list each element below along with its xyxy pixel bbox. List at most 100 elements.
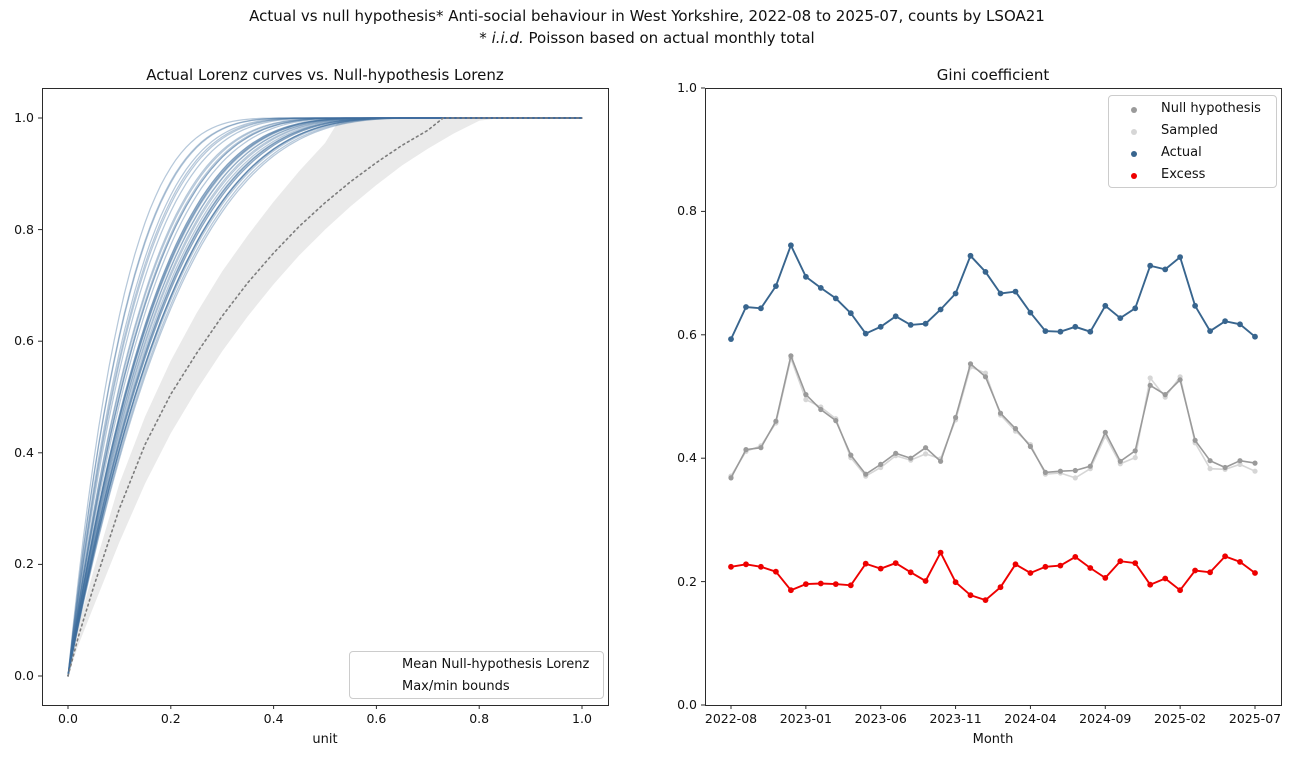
marker-excess-2023-09 (922, 578, 929, 584)
marker-null-hypothesis-2023-12 (967, 361, 974, 367)
left-x-axis-label: unit (312, 732, 338, 747)
marker-excess-2023-07 (892, 560, 899, 566)
actual-lorenz-curve-2025-01 (67, 117, 582, 677)
actual-lorenz-curve-2025-02 (67, 117, 582, 677)
marker-actual-2024-08 (1087, 328, 1094, 335)
actual-lorenz-curve-2024-12 (67, 117, 582, 677)
marker-actual-2023-11 (952, 290, 959, 297)
right-plot-x-tick-label: 2022-08 (704, 711, 758, 726)
actual-lorenz-curve-2023-08 (67, 117, 582, 677)
actual-lorenz-curve-2024-06 (67, 117, 582, 677)
actual-lorenz-curve-2023-07 (67, 117, 582, 677)
marker-excess-2023-08 (907, 569, 914, 576)
right-x-axis-label: Month (972, 732, 1014, 747)
marker-actual-2024-03 (1012, 288, 1019, 295)
marker-excess-2023-12 (967, 592, 974, 599)
marker-actual-2024-06 (1057, 328, 1064, 335)
left-plot-y-tick-label: 0.8 (14, 221, 34, 237)
marker-actual-2023-08 (907, 322, 914, 328)
marker-excess-2023-06 (877, 565, 884, 572)
right-plot-x-tick-label: 2024-04 (1004, 711, 1057, 726)
marker-excess-2022-11 (773, 568, 779, 575)
right-plot-x-tick-label: 2023-11 (929, 711, 982, 726)
marker-excess-2024-09 (1102, 575, 1109, 581)
left-plot-y-tick-label: 0.0 (14, 668, 34, 683)
marker-excess-2023-02 (817, 580, 824, 587)
marker-null-hypothesis-2025-03 (1192, 437, 1198, 443)
legend-label: Mean Null-hypothesis Lorenz (402, 656, 590, 672)
legend-label: Sampled (1161, 123, 1218, 138)
marker-null-hypothesis-2024-03 (1012, 426, 1019, 432)
marker-sampled-2024-01 (982, 370, 989, 376)
actual-lorenz-curve-2023-03 (67, 117, 582, 677)
left-plot-x-tick-label: 0.2 (160, 711, 181, 726)
marker-null-hypothesis-2024-10 (1117, 458, 1123, 464)
actual-lorenz-curve-2025-03 (67, 117, 582, 677)
actual-lorenz-curve-2022-10 (67, 117, 582, 677)
marker-actual-2025-06 (1237, 321, 1243, 328)
actual-lorenz-curve-2025-04 (67, 117, 582, 677)
marker-actual-2025-02 (1177, 254, 1183, 260)
right-plot-y-tick-label: 0.4 (677, 450, 697, 466)
mean-null-lorenz-line (67, 117, 583, 677)
left-plot-title: Actual Lorenz curves vs. Null-hypothesis… (146, 66, 504, 84)
left-plot-y-tick-label: 1.0 (14, 110, 34, 125)
actual-lorenz-curve-2024-05 (67, 117, 582, 677)
marker-excess-2022-09 (743, 561, 749, 568)
right-plot-y-tick-label: 1.0 (677, 80, 697, 95)
actual-lorenz-curve-2023-10 (67, 117, 582, 677)
marker-actual-2024-10 (1117, 315, 1124, 321)
marker-null-hypothesis-2023-05 (863, 471, 869, 477)
marker-actual-2025-03 (1192, 302, 1198, 309)
marker-excess-2024-07 (1072, 554, 1079, 560)
actual-lorenz-curve-2025-06 (67, 117, 582, 677)
marker-null-hypothesis-2023-03 (833, 418, 839, 424)
right-plot-y-tick-label: 0.0 (677, 697, 697, 712)
lorenz-legend: Mean Null-hypothesis Lorenz Max/min boun… (349, 651, 604, 699)
marker-actual-2023-10 (937, 306, 944, 313)
marker-actual-2023-02 (817, 285, 824, 291)
marker-actual-2024-11 (1132, 305, 1139, 312)
actual-lorenz-curve-2024-10 (67, 117, 582, 677)
marker-null-hypothesis-2024-05 (1042, 469, 1048, 475)
gini-legend: Null hypothesis Sampled Actual Excess (1108, 95, 1277, 188)
marker-actual-2023-05 (862, 330, 869, 337)
marker-excess-2025-04 (1207, 569, 1213, 576)
actual-lorenz-curve-2023-01 (67, 117, 582, 677)
actual-lorenz-curve-2023-05 (67, 117, 582, 677)
actual-lorenz-curve-2023-12 (67, 117, 582, 677)
actual-lorenz-curve-2023-09 (67, 117, 582, 677)
legend-label: Null hypothesis (1161, 101, 1261, 116)
marker-actual-2023-04 (847, 310, 854, 317)
marker-excess-2025-03 (1192, 567, 1198, 574)
left-plot-x-tick-label: 1.0 (572, 711, 592, 726)
marker-actual-2024-05 (1042, 328, 1049, 334)
actual-lorenz-curve-2023-04 (67, 117, 582, 677)
left-plot-axes-frame (42, 88, 609, 706)
marker-excess-2025-07 (1252, 570, 1258, 576)
marker-excess-2023-05 (862, 560, 869, 567)
actual-lorenz-curve-2025-05 (67, 117, 582, 677)
marker-actual-2022-09 (743, 304, 749, 310)
actual-lorenz-curve-2024-01 (67, 117, 582, 677)
actual-lorenz-curve-2024-03 (67, 117, 582, 677)
marker-actual-2022-08 (728, 336, 734, 342)
marker-excess-2025-06 (1237, 559, 1243, 565)
legend-label: Excess (1161, 167, 1206, 182)
figure-subtitle: * i.i.d. Poisson based on actual monthly… (0, 29, 1294, 47)
actual-lorenz-curve-2022-09 (67, 117, 582, 677)
right-plot-x-tick-label: 2025-02 (1154, 711, 1207, 726)
marker-excess-2024-10 (1117, 558, 1124, 565)
actual-lorenz-curve-2024-08 (67, 117, 582, 677)
marker-sampled-2025-07 (1252, 468, 1258, 474)
marker-null-hypothesis-2024-04 (1027, 443, 1033, 450)
marker-actual-2022-11 (773, 283, 779, 289)
marker-null-hypothesis-2025-04 (1207, 458, 1213, 464)
marker-actual-2023-09 (922, 320, 929, 327)
marker-null-hypothesis-2025-06 (1237, 458, 1243, 464)
right-plot-y-tick-label: 0.6 (677, 326, 697, 342)
right-plot-x-tick-label: 2025-07 (1228, 711, 1282, 726)
marker-actual-2025-05 (1222, 318, 1228, 325)
